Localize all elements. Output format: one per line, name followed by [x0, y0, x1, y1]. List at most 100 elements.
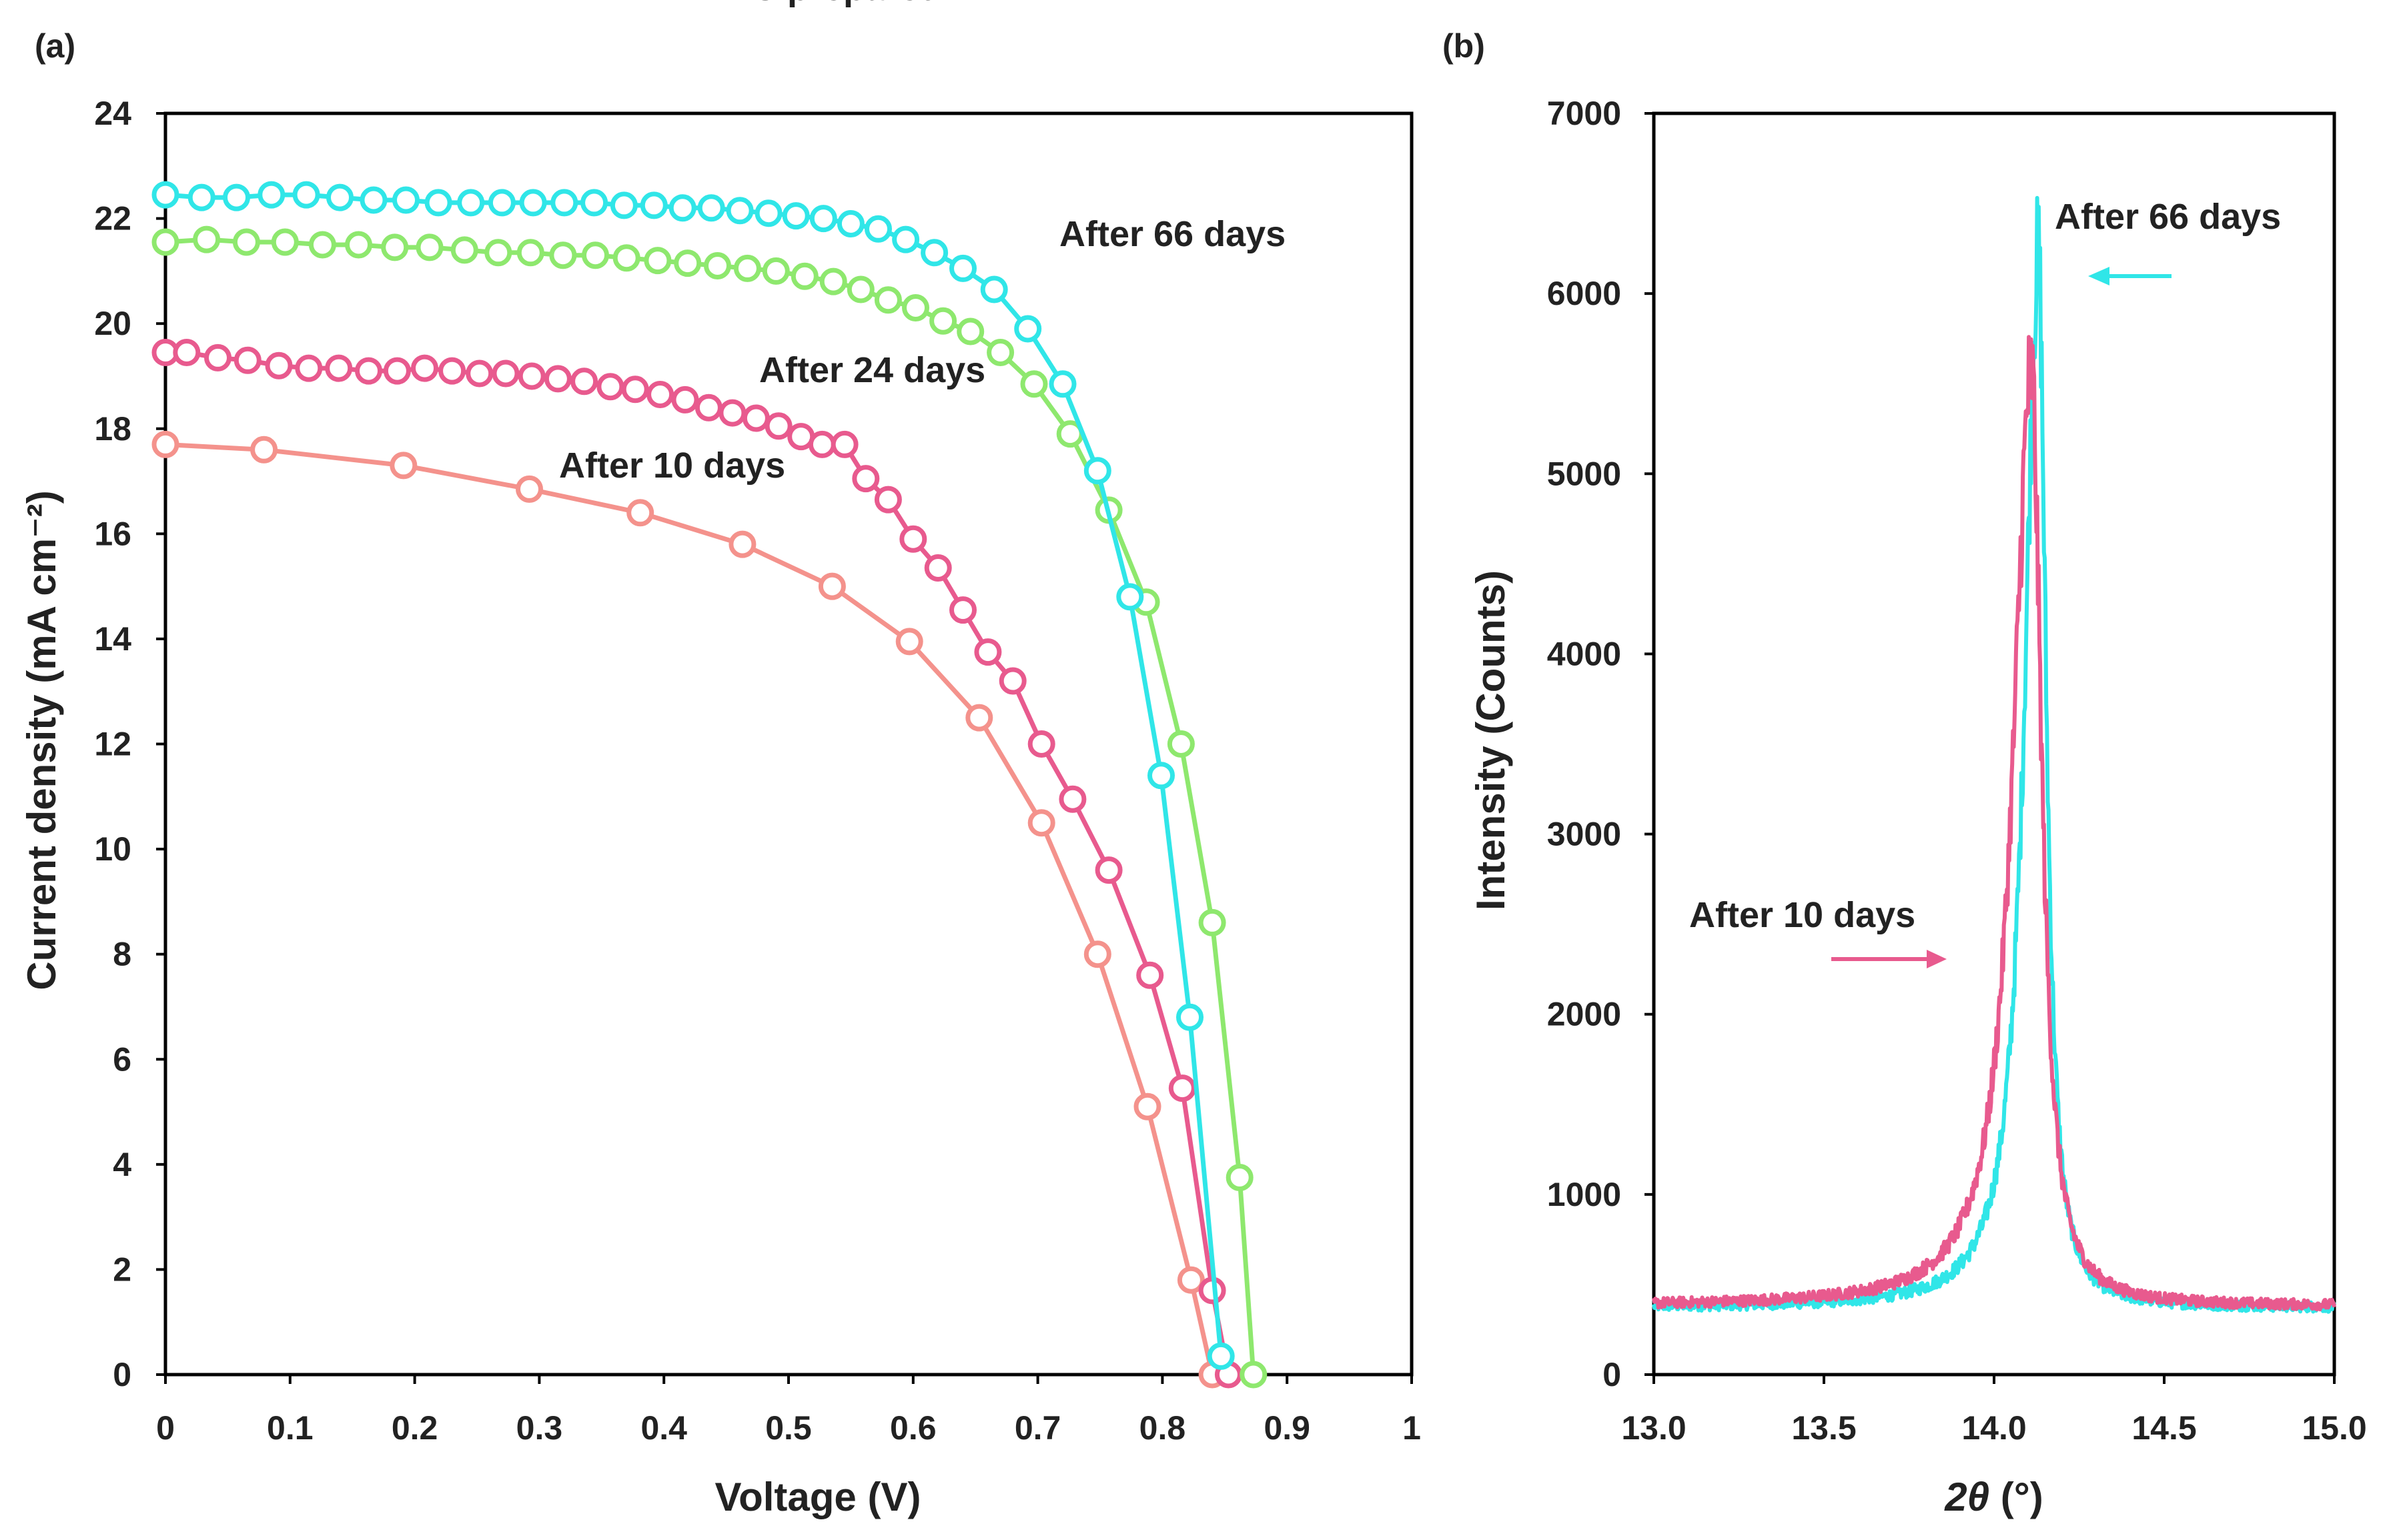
data-point-after-24-days	[847, 275, 875, 303]
data-point-after-10-days	[1059, 785, 1087, 813]
data-point-after-66-days	[837, 210, 865, 237]
data-point-after-24-days	[308, 231, 336, 259]
data-point-after-24-days	[819, 267, 847, 295]
data-point-after-66-days	[424, 189, 452, 217]
data-point-as-prepared	[390, 452, 418, 480]
panel-b-y-ticks: 0 1000 2000 3000 4000 5000 6000 7000	[1547, 95, 1654, 1393]
data-point-as-prepared	[151, 430, 179, 458]
panel-b-x-tick-label: 14.0	[1961, 1409, 2026, 1447]
data-point-after-24-days	[902, 294, 929, 321]
data-point-after-66-days	[326, 183, 354, 211]
data-point-after-24-days	[345, 231, 372, 259]
panel-a-y-tick-label: 20	[94, 305, 131, 342]
data-point-after-10-days	[265, 351, 293, 379]
data-point-after-24-days	[791, 262, 819, 290]
data-point-after-24-days	[762, 257, 790, 285]
data-point-as-prepared	[250, 436, 278, 464]
panel-a-x-tick-label: 0.4	[640, 1409, 687, 1447]
data-point-after-24-days	[1240, 1361, 1268, 1389]
panel-a-x-tick-label: 0.6	[890, 1409, 937, 1447]
panel-a-y-tick-label: 14	[94, 620, 131, 658]
data-point-after-24-days	[416, 233, 444, 261]
annotation-after-66-days: After 66 days	[1059, 214, 1286, 254]
data-point-after-66-days	[580, 189, 608, 217]
data-point-after-66-days	[782, 202, 810, 230]
arrow-after-66-days-head	[2088, 267, 2109, 285]
data-point-after-66-days	[980, 275, 1008, 303]
panel-a-x-tick-label: 0.8	[1139, 1409, 1186, 1447]
panel-a-x-ticks: 0 0.1 0.2 0.3 0.4 0.5 0.6 0.7 0.8 0.9 1	[156, 1375, 1421, 1447]
data-point-after-66-days	[1207, 1342, 1235, 1370]
panel-b-y-tick-label: 6000	[1547, 275, 1621, 312]
data-point-after-24-days	[193, 225, 221, 253]
data-point-after-24-days	[704, 252, 731, 279]
panel-a-y-tick-label: 16	[94, 515, 131, 552]
panel-b-x-tick-label: 13.0	[1621, 1409, 1686, 1447]
data-point-after-10-days	[411, 354, 438, 382]
panel-a-x-tick-label: 0	[156, 1409, 175, 1447]
data-point-after-10-days	[999, 667, 1027, 695]
data-point-after-24-days	[271, 228, 299, 256]
data-point-after-66-days	[697, 194, 725, 222]
data-point-after-24-days	[232, 228, 260, 256]
data-point-after-10-days	[204, 343, 231, 371]
panel-b-y-tick-label: 7000	[1547, 95, 1621, 132]
data-point-after-10-days	[899, 525, 927, 553]
data-point-after-10-days	[646, 381, 674, 408]
data-point-after-66-days	[258, 181, 286, 209]
panel-b-y-tick-label: 3000	[1547, 816, 1621, 853]
panel-a: (a) 0 0.1 0.2 0.3 0.4 0.5 0.6 0.7 0.8 0.9 1 024681…	[19, 0, 1421, 1519]
data-point-after-10-days	[492, 359, 520, 388]
data-point-after-10-days	[694, 394, 723, 422]
series-line-after-10-days	[165, 350, 1231, 1375]
panel-b-x-tick-label: 15.0	[2302, 1409, 2366, 1447]
panel-a-y-tick-label: 12	[94, 726, 131, 763]
panel-a-x-tick-label: 0.3	[516, 1409, 563, 1447]
data-point-after-24-days	[644, 247, 672, 275]
data-point-after-10-days	[671, 386, 699, 414]
data-point-after-10-days	[1027, 730, 1055, 758]
data-point-after-66-days	[921, 239, 949, 267]
panel-b-y-tick-label: 0	[1602, 1356, 1621, 1393]
data-point-after-24-days	[381, 233, 409, 261]
data-point-after-66-days	[1049, 370, 1077, 398]
data-point-after-24-days	[612, 244, 640, 272]
panel-b-y-axis-title: Intensity (Counts)	[1468, 570, 1513, 910]
data-point-after-10-days	[1095, 856, 1123, 884]
annotation-after-24-days: After 24 days	[759, 350, 985, 390]
panel-a-x-tick-label: 0.2	[392, 1409, 438, 1447]
panel-a-y-tick-label: 22	[94, 200, 131, 237]
series-after-66-days	[151, 181, 1235, 1370]
data-point-after-66-days	[892, 225, 920, 253]
panel-a-y-tick-label: 8	[113, 936, 131, 973]
data-point-after-10-days	[949, 596, 977, 624]
panel-b-y-tick-label: 5000	[1547, 455, 1621, 492]
data-point-after-66-days	[1014, 315, 1042, 343]
panel-a-x-axis-title: Voltage (V)	[715, 1475, 921, 1519]
data-point-after-10-days	[831, 430, 859, 458]
panel-b-y-tick-label: 4000	[1547, 635, 1621, 672]
panel-b-y-tick-label: 1000	[1547, 1176, 1621, 1213]
data-point-after-10-days	[544, 365, 572, 393]
data-point-after-10-days	[570, 367, 598, 396]
data-point-after-66-days	[668, 194, 696, 222]
panel-b-x-axis-unit: (°)	[1989, 1475, 2043, 1519]
data-point-after-24-days	[582, 241, 609, 269]
data-point-as-prepared	[895, 628, 923, 656]
data-point-after-66-days	[488, 189, 516, 217]
data-point-after-66-days	[292, 181, 320, 209]
data-point-after-66-days	[1116, 583, 1144, 611]
annotation-b-after-10-days: After 10 days	[1689, 895, 1915, 935]
series-after-10-days	[151, 339, 1242, 1389]
panel-b-label: (b)	[1442, 27, 1485, 65]
data-point-after-24-days	[874, 286, 902, 314]
panel-b: (b) 13.0 13.5 14.0 14.5 15.0 0 1000 2000 3000 40…	[1442, 27, 2367, 1519]
data-point-after-10-days	[1136, 961, 1164, 989]
data-point-after-66-days	[1176, 1003, 1204, 1031]
data-point-as-prepared	[818, 572, 846, 600]
panel-a-y-tick-label: 18	[94, 410, 131, 448]
data-point-after-10-days	[1168, 1074, 1196, 1102]
data-point-after-10-days	[719, 399, 747, 427]
